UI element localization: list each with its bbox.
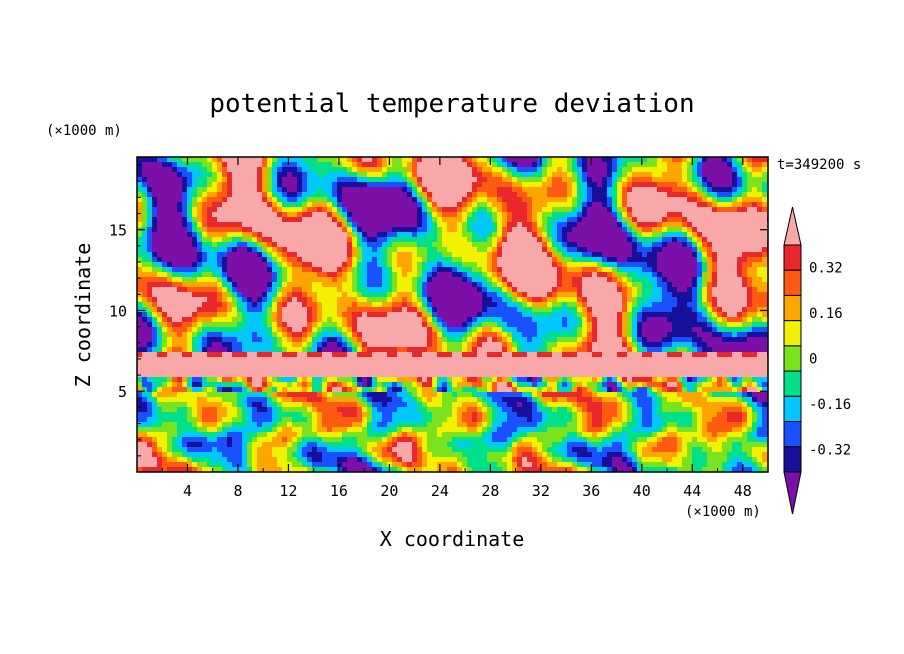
y-tick-label: 5 [118,383,127,401]
x-axis: 4 8 12 16 20 24 28 32 36 40 44 48 [161,157,752,500]
x-tick-label: 20 [380,482,398,500]
heatmap-field [137,157,768,472]
colorbar-tick-label: 0 [809,352,817,368]
x-tick-label: 44 [683,482,701,500]
colorbar-over-triangle [783,206,802,246]
x-tick-label: 24 [431,482,449,500]
chart-title: potential temperature deviation [209,89,694,119]
colorbar-box [783,320,802,347]
x-tick-label: 12 [279,482,297,500]
colorbar: 0.32 0.16 0 -0.16 -0.32 [783,206,851,515]
x-tick-label: 4 [183,482,192,500]
colorbar-box [783,269,802,296]
colorbar-box [783,294,802,322]
x-axis-label: X coordinate [380,527,525,551]
x-tick-label: 36 [582,482,600,500]
y-axis-label: Z coordinate [71,243,95,388]
colorbar-box [783,421,802,448]
x-tick-label: 32 [532,482,550,500]
plot-frame [136,156,769,473]
colorbar-tick-label: -0.16 [809,397,851,413]
x-tick-label: 28 [481,482,499,500]
time-label: t=349200 s [777,157,861,173]
x-unit-label: (×1000 m) [685,504,761,520]
colorbar-box [783,345,802,372]
y-tick-label: 10 [109,302,127,320]
y-unit-label: (×1000 m) [46,123,122,139]
colorbar-box [783,446,802,473]
colorbar-tick-label: -0.32 [809,442,851,458]
y-axis: 5 10 15 [109,164,768,457]
y-tick-label: 15 [109,222,127,240]
colorbar-box [783,370,802,397]
x-tick-label: 8 [233,482,242,500]
colorbar-box [783,244,802,271]
x-tick-label: 48 [734,482,752,500]
x-tick-label: 16 [330,482,348,500]
colorbar-under-triangle [783,471,802,515]
colorbar-tick-label: 0.16 [809,306,843,322]
colorbar-box [783,395,802,423]
colorbar-tick-label: 0.32 [809,261,843,277]
x-tick-label: 40 [633,482,651,500]
